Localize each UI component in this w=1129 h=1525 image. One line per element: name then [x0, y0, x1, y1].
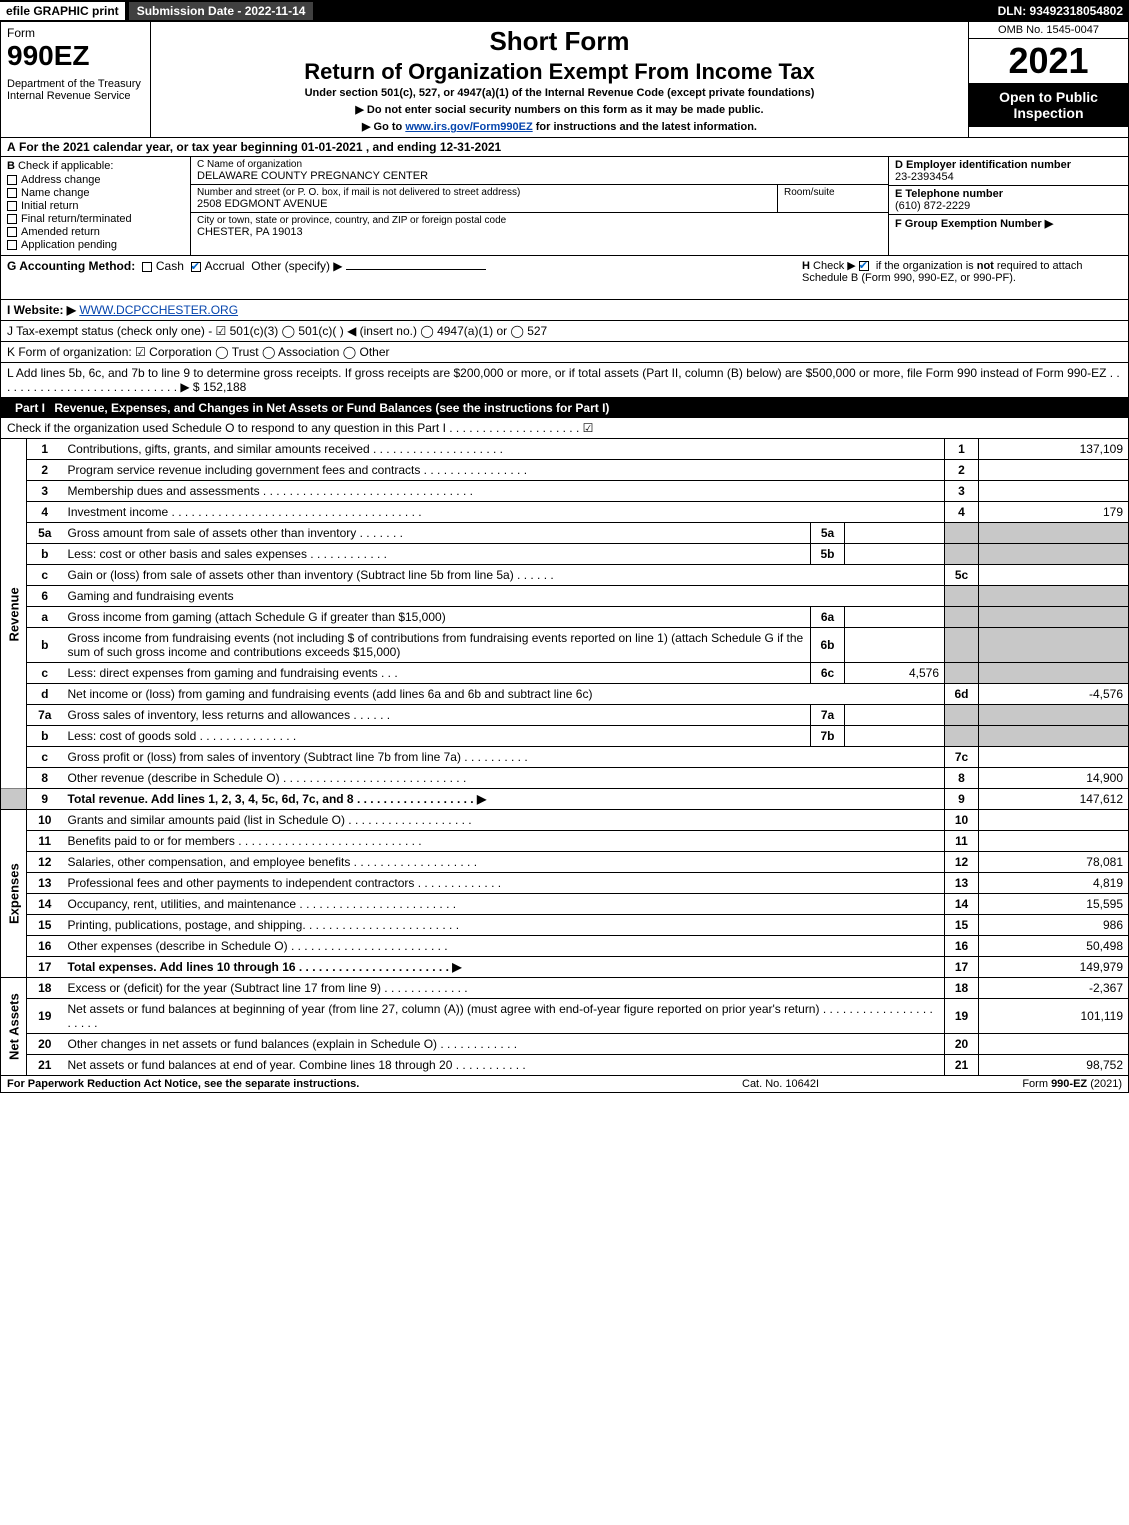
part-i-title: Revenue, Expenses, and Changes in Net As… — [51, 401, 1120, 415]
cb-h-not-required[interactable] — [859, 261, 869, 271]
row-a-label: A — [7, 140, 16, 154]
city-value: CHESTER, PA 19013 — [197, 226, 882, 238]
tax-year: 2021 — [969, 39, 1128, 83]
cb-accrual[interactable] — [191, 262, 201, 272]
row-g-label: G Accounting Method: — [7, 259, 135, 273]
form-header: Form 990EZ Department of the Treasury In… — [0, 22, 1129, 138]
cb-amended-return[interactable]: Amended return — [7, 226, 184, 238]
top-bar: efile GRAPHIC print Submission Date - 20… — [0, 0, 1129, 22]
irs-link[interactable]: www.irs.gov/Form990EZ — [405, 121, 532, 133]
section-bcd: B Check if applicable: Address change Na… — [0, 157, 1129, 256]
cb-name-change[interactable]: Name change — [7, 187, 184, 199]
header-left: Form 990EZ Department of the Treasury In… — [1, 22, 151, 137]
other-specify-line[interactable] — [346, 269, 486, 270]
row-a: A For the 2021 calendar year, or tax yea… — [0, 138, 1129, 157]
ein-row: D Employer identification number 23-2393… — [889, 157, 1128, 186]
open-to-public: Open to Public Inspection — [969, 83, 1128, 127]
org-name: DELAWARE COUNTY PREGNANCY CENTER — [197, 170, 882, 182]
row-l-value: 152,188 — [203, 380, 246, 394]
website-link[interactable]: WWW.DCPCCHESTER.ORG — [79, 303, 238, 317]
row-g-h: H Check ▶ if the organization is not req… — [0, 256, 1129, 300]
side-revenue: Revenue — [1, 439, 27, 789]
tel-value: (610) 872-2229 — [895, 200, 970, 212]
footer-left: For Paperwork Reduction Act Notice, see … — [7, 1078, 742, 1090]
street-row: Number and street (or P. O. box, if mail… — [191, 185, 888, 213]
side-expenses: Expenses — [1, 810, 27, 978]
efile-label[interactable]: efile GRAPHIC print — [0, 2, 125, 20]
title-main: Return of Organization Exempt From Incom… — [157, 59, 962, 85]
tel-label: E Telephone number — [895, 188, 1003, 200]
row-j: J Tax-exempt status (check only one) - ☑… — [0, 321, 1129, 342]
cb-cash[interactable] — [142, 262, 152, 272]
part-i-label: Part I — [9, 401, 51, 415]
lines-table: Revenue 1 Contributions, gifts, grants, … — [0, 439, 1129, 1076]
tel-row: E Telephone number (610) 872-2229 — [889, 186, 1128, 215]
footer-right: Form 990-EZ (2021) — [942, 1078, 1122, 1090]
row-i-label: I Website: ▶ — [7, 303, 76, 317]
col-b: B Check if applicable: Address change Na… — [1, 157, 191, 255]
part-i-header: Part I Revenue, Expenses, and Changes in… — [0, 398, 1129, 418]
dln-number: DLN: 93492318054802 — [998, 4, 1129, 18]
header-center: Short Form Return of Organization Exempt… — [151, 22, 968, 137]
col-c: C Name of organization DELAWARE COUNTY P… — [191, 157, 888, 255]
ein-value: 23-2393454 — [895, 171, 954, 183]
org-name-row: C Name of organization DELAWARE COUNTY P… — [191, 157, 888, 185]
cb-final-return[interactable]: Final return/terminated — [7, 213, 184, 225]
row-k: K Form of organization: ☑ Corporation ◯ … — [0, 342, 1129, 363]
city-label: City or town, state or province, country… — [197, 215, 882, 226]
street-value: 2508 EDGMONT AVENUE — [197, 198, 771, 210]
form-word: Form — [7, 26, 144, 40]
room-cell: Room/suite — [778, 185, 888, 212]
ein-label: D Employer identification number — [895, 159, 1071, 171]
group-label: F Group Exemption Number ▶ — [895, 218, 1053, 230]
side-net-assets: Net Assets — [1, 978, 27, 1076]
submission-date: Submission Date - 2022-11-14 — [129, 2, 314, 20]
footer: For Paperwork Reduction Act Notice, see … — [0, 1076, 1129, 1093]
cb-application-pending[interactable]: Application pending — [7, 239, 184, 251]
note-goto: ▶ Go to www.irs.gov/Form990EZ for instru… — [157, 120, 962, 133]
form-number: 990EZ — [7, 40, 144, 72]
group-row: F Group Exemption Number ▶ — [889, 215, 1128, 232]
cb-address-change[interactable]: Address change — [7, 174, 184, 186]
header-right: OMB No. 1545-0047 2021 Open to Public In… — [968, 22, 1128, 137]
col-b-label: B Check if applicable: — [7, 160, 184, 172]
city-row: City or town, state or province, country… — [191, 213, 888, 240]
row-a-text: For the 2021 calendar year, or tax year … — [19, 140, 501, 154]
street-label: Number and street (or P. O. box, if mail… — [197, 187, 771, 198]
room-label: Room/suite — [784, 187, 882, 198]
footer-center: Cat. No. 10642I — [742, 1078, 942, 1090]
org-name-label: C Name of organization — [197, 159, 882, 170]
col-d: D Employer identification number 23-2393… — [888, 157, 1128, 255]
row-l-text: L Add lines 5b, 6c, and 7b to line 9 to … — [7, 366, 1120, 394]
title-short: Short Form — [157, 26, 962, 57]
street-cell: Number and street (or P. O. box, if mail… — [191, 185, 778, 212]
cb-initial-return[interactable]: Initial return — [7, 200, 184, 212]
department-label: Department of the Treasury Internal Reve… — [7, 78, 144, 102]
row-i: I Website: ▶ WWW.DCPCCHESTER.ORG — [0, 300, 1129, 321]
note-ssn: ▶ Do not enter social security numbers o… — [157, 103, 962, 116]
omb-number: OMB No. 1545-0047 — [969, 22, 1128, 39]
title-sub: Under section 501(c), 527, or 4947(a)(1)… — [157, 87, 962, 99]
part-i-sub: Check if the organization used Schedule … — [0, 418, 1129, 439]
row-h: H Check ▶ if the organization is not req… — [802, 259, 1122, 284]
row-l: L Add lines 5b, 6c, and 7b to line 9 to … — [0, 363, 1129, 398]
